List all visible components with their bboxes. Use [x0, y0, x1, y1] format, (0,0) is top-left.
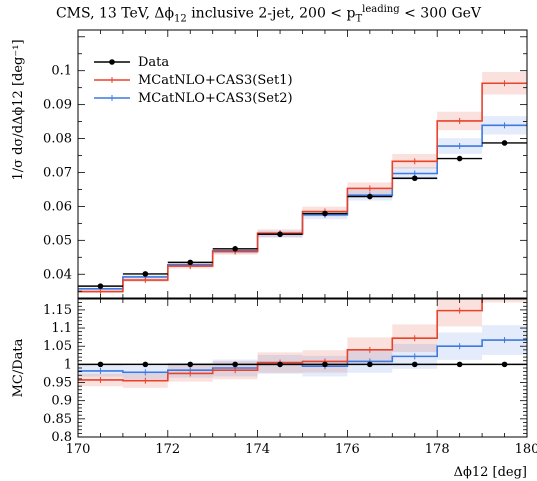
x-tick-label: 176 — [335, 442, 360, 457]
data-point — [322, 361, 328, 368]
main-plot-area — [78, 71, 527, 295]
legend-label: MCatNLO+CAS3(Set1) — [138, 73, 293, 88]
data-point — [456, 155, 463, 162]
y-tick-label: 0.1 — [51, 64, 72, 79]
data-point — [97, 283, 104, 289]
legend-item: MCatNLO+CAS3(Set1) — [94, 73, 293, 88]
series-set1-step — [78, 82, 527, 293]
legend-label: Data — [138, 55, 169, 70]
legend-marker — [109, 59, 115, 65]
legend-label: MCatNLO+CAS3(Set2) — [138, 91, 293, 106]
legend-item: Data — [94, 55, 169, 70]
y-tick-label: 0.85 — [43, 412, 72, 427]
y-tick-label: 0.05 — [43, 233, 72, 248]
y-tick-label: 1.05 — [43, 339, 72, 354]
y-tick-label: 1.15 — [43, 303, 72, 318]
data-point — [322, 210, 328, 217]
ratio-y-label: MC/Data — [11, 338, 26, 397]
series-set2-step — [78, 339, 527, 374]
y-tick-label: 1.1 — [51, 321, 72, 336]
y-tick-label: 0.07 — [43, 165, 72, 180]
y-tick-label: 0.9 — [51, 394, 72, 409]
data-point — [277, 231, 283, 238]
y-tick-label: 0.09 — [43, 98, 72, 113]
main-frame — [77, 29, 528, 299]
data-point — [232, 361, 238, 368]
data-point — [367, 193, 373, 200]
data-point — [411, 175, 418, 182]
data-point — [232, 246, 238, 252]
ratio-panel — [77, 298, 528, 438]
data-point — [142, 361, 149, 368]
y-tick-label: 0.04 — [43, 267, 72, 282]
data-point — [456, 361, 463, 368]
data-point — [187, 259, 194, 266]
y-tick-label: 0.95 — [43, 376, 72, 391]
y-tick-label: 0.8 — [51, 430, 72, 445]
x-tick-label: 172 — [155, 442, 180, 457]
main-panel: Data MCatNLO+CAS3(Set1) MCatNLO+CAS3(Set2) — [77, 29, 528, 299]
y-tick-label: 1 — [64, 357, 72, 372]
main-y-label-text: 1/σ dσ/dΔϕ12 [deg⁻¹] — [11, 39, 26, 180]
series-set1-step — [78, 299, 483, 382]
x-tick-label: 178 — [425, 442, 450, 457]
x-tick-label: 174 — [245, 442, 270, 457]
x-tick-label: 170 — [66, 442, 91, 457]
legend-item: MCatNLO+CAS3(Set2) — [94, 91, 293, 106]
data-point — [187, 361, 194, 368]
data-point — [277, 361, 283, 368]
data-point — [501, 361, 508, 368]
data-point — [411, 361, 418, 368]
data-point — [142, 271, 149, 277]
chart-title: CMS, 13 TeV, Δϕ12 inclusive 2-jet, 200 <… — [55, 4, 482, 25]
y-tick-label: 0.06 — [43, 199, 72, 214]
main-y-label: 1/σ dσ/dΔϕ12 [deg⁻¹] — [11, 39, 26, 180]
ratio-plot-area — [78, 299, 527, 388]
data-point — [367, 361, 373, 368]
y-tick-label: 0.08 — [43, 132, 72, 147]
x-axis-label: Δϕ12 [deg] — [454, 465, 527, 480]
data-point — [97, 361, 104, 368]
x-tick-label: 180 — [515, 442, 537, 457]
data-point — [501, 140, 508, 146]
